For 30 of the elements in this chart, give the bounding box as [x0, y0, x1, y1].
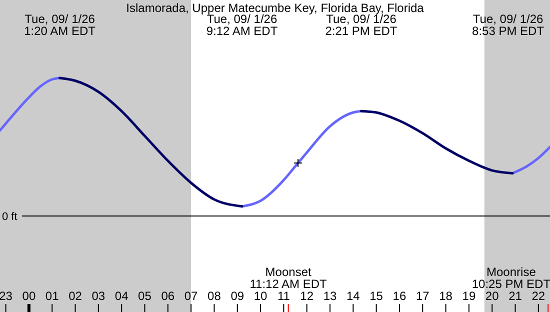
x-tick-label: 14: [346, 289, 360, 303]
x-tick-label: 09: [230, 289, 244, 303]
x-tick-label: 03: [92, 289, 106, 303]
ref-line-label: Moonset 11:12 AM EDT: [250, 265, 328, 291]
x-tick-label: 16: [392, 289, 406, 303]
x-tick-label: 00: [22, 289, 36, 303]
ref-line-label: 0 ft: [2, 211, 18, 223]
ref-line-label: Moonrise 10:25 PM EDT: [472, 265, 550, 291]
x-tick-label: 18: [439, 289, 453, 303]
x-tick-label: 19: [462, 289, 476, 303]
x-tick-label: 21: [508, 289, 522, 303]
x-tick-label: 15: [370, 289, 384, 303]
x-tick-label: 10: [254, 289, 268, 303]
x-tick-label: 22: [532, 289, 546, 303]
x-tick-label: 05: [138, 289, 152, 303]
x-tick-label: 23: [0, 289, 13, 303]
x-tick-label: 11: [277, 289, 290, 303]
text: Tue, 09/ 1/26 1:20 AM EDT: [24, 12, 96, 38]
x-tick-label: 01: [45, 289, 60, 303]
x-tick-label: 07: [184, 289, 198, 303]
x-tick-label: 13: [323, 289, 337, 303]
x-tick-label: 02: [68, 289, 82, 303]
x-tick-label: 12: [300, 289, 314, 303]
chart-title: Islamorada, Upper Matecumbe Key, Florida Bay, Florida: [126, 1, 424, 15]
text: Tue, 09/ 1/26 8:53 PM EDT: [472, 12, 545, 38]
x-tick-label: 04: [114, 289, 129, 303]
x-tick-label: 06: [161, 289, 175, 303]
x-tick-label: 08: [208, 289, 222, 303]
x-tick-label: 20: [485, 289, 500, 303]
x-tick-label: 17: [416, 289, 430, 303]
